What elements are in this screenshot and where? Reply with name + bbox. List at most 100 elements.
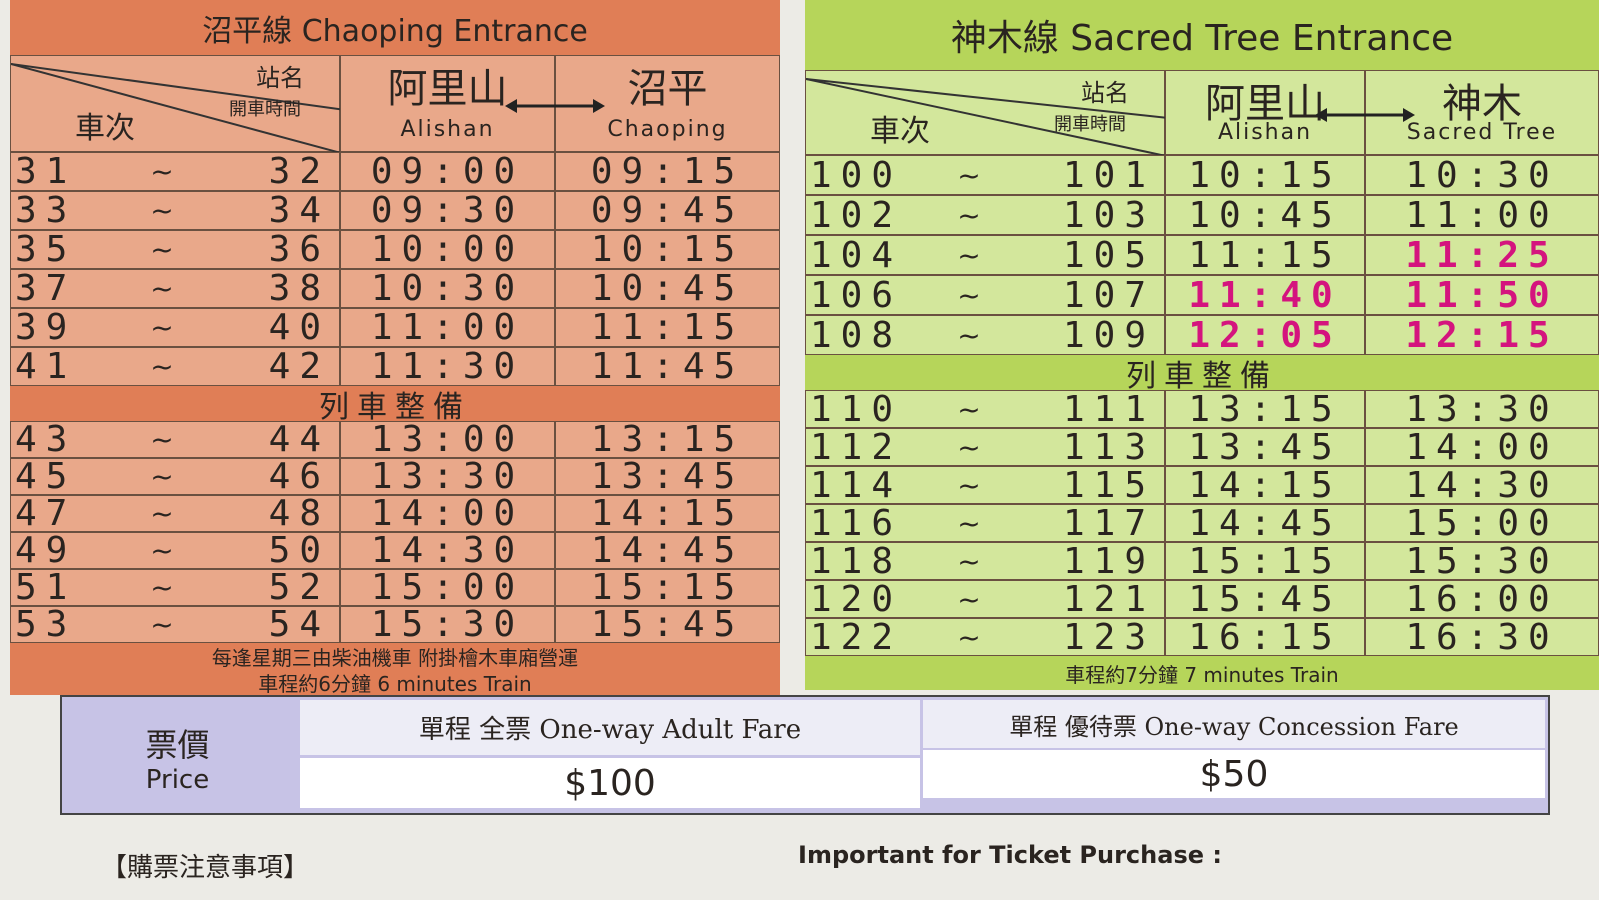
train-cell	[10, 606, 340, 643]
train-to: 115	[1062, 464, 1155, 506]
range-separator: ~	[957, 468, 981, 502]
concession-header: 單程 優待票 One-way Concession Fare	[923, 700, 1545, 748]
price-label: 票價	[145, 725, 210, 764]
train-from: 114	[810, 464, 903, 506]
train-from: 45	[15, 456, 77, 497]
train-cell	[805, 580, 1165, 618]
range-separator: ~	[957, 620, 981, 654]
time-cell: 14:15	[555, 493, 780, 534]
train-from: 122	[810, 616, 903, 658]
time-cell: 10:30	[1365, 155, 1599, 196]
arrow	[505, 98, 605, 113]
time-cell: 10:45	[555, 268, 780, 309]
time-cell: 14:00	[340, 493, 555, 534]
train-to: 32	[268, 151, 330, 192]
range-separator: ~	[957, 392, 981, 426]
train-to: 36	[268, 229, 330, 270]
train-to: 109	[1062, 314, 1155, 356]
time-cell: 10:15	[1165, 155, 1365, 196]
train-cell	[10, 495, 340, 532]
range-separator: ~	[150, 497, 174, 530]
train-cell	[805, 195, 1165, 235]
time-cell: 12:05	[1165, 315, 1365, 356]
train-from: 31	[15, 151, 77, 192]
range-separator: ~	[150, 233, 174, 266]
train-cell	[805, 155, 1165, 195]
header-from	[340, 55, 555, 152]
time-cell: 15:00	[340, 567, 555, 608]
time-cell: 12:15	[1365, 315, 1599, 356]
train-from: 53	[15, 604, 77, 645]
train-to: 119	[1062, 540, 1155, 582]
concession-price: $50	[923, 750, 1545, 798]
time-cell: 11:00	[340, 307, 555, 348]
header-from	[1165, 70, 1365, 155]
time-cell: 11:00	[1365, 195, 1599, 236]
range-separator: ~	[150, 155, 174, 188]
train-to: 117	[1062, 502, 1155, 544]
time-cell: 16:30	[1365, 617, 1599, 658]
train-cell	[10, 458, 340, 495]
train-from: 100	[810, 154, 903, 196]
train-cell	[10, 230, 340, 269]
header-departure: 開車時間	[1054, 114, 1126, 135]
arrow	[1315, 107, 1415, 122]
train-to: 121	[1062, 578, 1155, 620]
train-from: 47	[15, 493, 77, 534]
time-cell: 09:30	[340, 190, 555, 231]
train-to: 111	[1062, 388, 1155, 430]
break-row: 列車整備	[10, 386, 780, 425]
train-from: 102	[810, 194, 903, 236]
range-separator: ~	[150, 571, 174, 604]
train-to: 113	[1062, 426, 1155, 468]
header-train-no: 車次	[870, 113, 930, 149]
train-cell	[10, 347, 340, 386]
time-cell: 13:15	[555, 419, 780, 460]
train-from: 51	[15, 567, 77, 608]
train-from: 35	[15, 229, 77, 270]
time-cell: 14:15	[1165, 465, 1365, 506]
header-to-en: Chaoping	[607, 116, 728, 142]
notice-zh: 【購票注意事項】	[100, 852, 309, 883]
header-from-zh: 阿里山	[387, 66, 508, 112]
time-cell: 16:00	[1365, 579, 1599, 620]
train-cell	[805, 235, 1165, 275]
time-cell: 11:45	[555, 346, 780, 387]
panel-title: 沼平線 Chaoping Entrance	[10, 0, 780, 55]
train-cell	[805, 466, 1165, 504]
range-separator: ~	[957, 198, 981, 232]
train-to: 103	[1062, 194, 1155, 236]
panel-title: 神木線 Sacred Tree Entrance	[805, 0, 1599, 70]
header-departure: 開車時間	[229, 99, 301, 120]
adult-price: $100	[300, 758, 920, 808]
range-separator: ~	[150, 534, 174, 567]
time-cell: 09:45	[555, 190, 780, 231]
header-to-zh: 沼平	[627, 66, 708, 112]
header-station: 站名	[1081, 78, 1129, 107]
header-from-zh: 阿里山	[1205, 81, 1325, 127]
time-cell: 15:30	[1365, 541, 1599, 582]
train-cell	[10, 191, 340, 230]
header-corner	[10, 55, 341, 153]
train-from: 118	[810, 540, 903, 582]
time-cell: 15:15	[1165, 541, 1365, 582]
time-cell: 11:15	[555, 307, 780, 348]
time-cell: 14:30	[340, 530, 555, 571]
time-cell: 15:15	[555, 567, 780, 608]
time-cell: 10:00	[340, 229, 555, 270]
train-from: 41	[15, 346, 77, 387]
train-to: 105	[1062, 234, 1155, 276]
time-cell: 11:25	[1365, 235, 1599, 276]
time-cell: 11:50	[1365, 275, 1599, 316]
train-cell	[805, 428, 1165, 466]
break-row: 列車整備	[805, 355, 1599, 394]
time-cell: 14:45	[1165, 503, 1365, 544]
train-from: 116	[810, 502, 903, 544]
time-cell: 16:15	[1165, 617, 1365, 658]
range-separator: ~	[957, 278, 981, 312]
time-cell: 09:15	[555, 151, 780, 192]
train-to: 54	[268, 604, 330, 645]
time-cell: 13:15	[1165, 389, 1365, 430]
range-separator: ~	[150, 272, 174, 305]
header-to-en: Sacred Tree	[1406, 119, 1558, 145]
